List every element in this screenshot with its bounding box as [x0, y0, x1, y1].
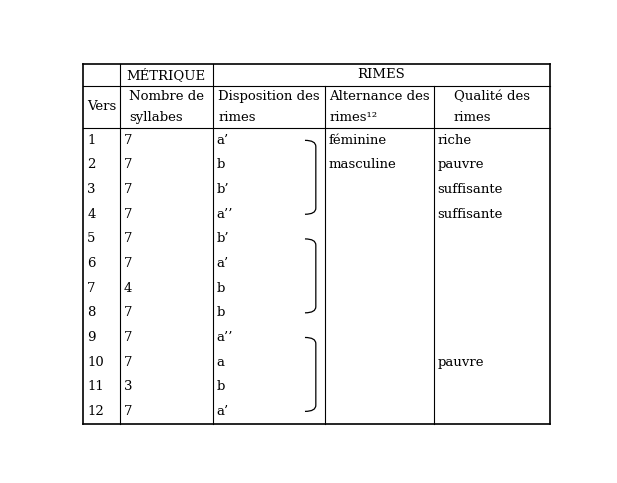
- Text: 2: 2: [87, 158, 96, 171]
- Text: pauvre: pauvre: [437, 158, 484, 171]
- Text: masculine: masculine: [329, 158, 397, 171]
- Text: 7: 7: [123, 257, 132, 270]
- Text: a’’: a’’: [217, 208, 233, 221]
- Text: 7: 7: [123, 331, 132, 344]
- Text: b’: b’: [217, 183, 230, 196]
- Text: riche: riche: [437, 134, 471, 147]
- Text: 11: 11: [87, 380, 104, 393]
- Text: b: b: [217, 282, 225, 295]
- Text: pauvre: pauvre: [437, 355, 484, 369]
- Text: a’: a’: [217, 134, 229, 147]
- Text: RIMES: RIMES: [357, 69, 405, 82]
- Text: Alternance des
rimes¹²: Alternance des rimes¹²: [329, 90, 429, 124]
- Text: 4: 4: [123, 282, 132, 295]
- Text: b’: b’: [217, 232, 230, 245]
- Text: 6: 6: [87, 257, 96, 270]
- Text: Qualité des
rimes: Qualité des rimes: [453, 90, 530, 124]
- Text: 7: 7: [123, 183, 132, 196]
- Text: 12: 12: [87, 405, 104, 418]
- Text: 8: 8: [87, 306, 96, 319]
- Text: 7: 7: [87, 282, 96, 295]
- Text: 7: 7: [123, 158, 132, 171]
- Text: 7: 7: [123, 134, 132, 147]
- Text: Vers: Vers: [87, 100, 116, 114]
- Text: 7: 7: [123, 405, 132, 418]
- Text: 7: 7: [123, 208, 132, 221]
- Text: a’’: a’’: [217, 331, 233, 344]
- Text: féminine: féminine: [329, 134, 387, 147]
- Text: 4: 4: [87, 208, 96, 221]
- Text: a’: a’: [217, 405, 229, 418]
- Text: 3: 3: [123, 380, 132, 393]
- Text: MÉTRIQUE: MÉTRIQUE: [126, 68, 206, 82]
- Text: 3: 3: [87, 183, 96, 196]
- Text: 7: 7: [123, 232, 132, 245]
- Text: 9: 9: [87, 331, 96, 344]
- Text: 7: 7: [123, 306, 132, 319]
- Text: Nombre de
syllabes: Nombre de syllabes: [129, 90, 204, 124]
- Text: 10: 10: [87, 355, 104, 369]
- Text: a’: a’: [217, 257, 229, 270]
- Text: b: b: [217, 380, 225, 393]
- Text: suffisante: suffisante: [437, 183, 503, 196]
- Text: suffisante: suffisante: [437, 208, 503, 221]
- Text: b: b: [217, 306, 225, 319]
- Text: 7: 7: [123, 355, 132, 369]
- Text: a: a: [217, 355, 225, 369]
- Text: b: b: [217, 158, 225, 171]
- Text: 1: 1: [87, 134, 96, 147]
- Text: Disposition des
rimes: Disposition des rimes: [218, 90, 320, 124]
- Text: 5: 5: [87, 232, 96, 245]
